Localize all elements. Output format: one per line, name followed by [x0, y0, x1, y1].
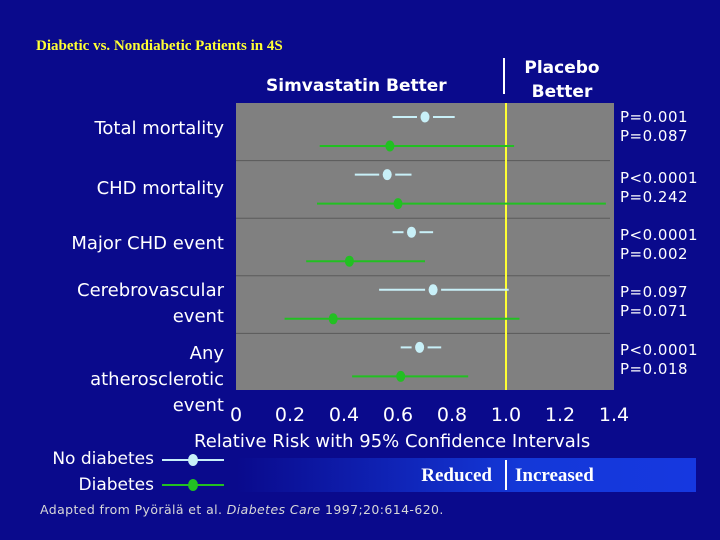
row-label-line: Any	[189, 343, 224, 364]
band-increased-label: Increased	[515, 465, 594, 486]
plot-area	[236, 103, 614, 390]
legend-no-diabetes-label: No diabetes	[52, 449, 154, 469]
p-values: P<0.0001 P=0.018	[620, 341, 698, 379]
row-label: Any atherosclerotic event	[90, 341, 224, 419]
favor-right-line-1: Placebo	[524, 58, 600, 78]
source-citation: Adapted from Pyörälä et al. Diabetes Car…	[40, 502, 444, 517]
source-suffix: 1997;20:614-620.	[320, 502, 444, 517]
x-tick-label: 0.6	[383, 404, 413, 426]
x-tick-label: 1.0	[491, 404, 521, 426]
legend-no-diabetes-marker	[188, 454, 198, 466]
p-value: P=0.097	[620, 283, 689, 301]
diabetes-2-point	[344, 255, 354, 267]
source-prefix: Adapted from Pyörälä et al.	[40, 502, 227, 517]
p-values: P<0.0001 P=0.002	[620, 226, 698, 264]
diabetes-4-point	[396, 370, 406, 382]
row-label-line: event	[172, 306, 224, 327]
x-tick-label: 0.2	[275, 404, 305, 426]
chart-title: Diabetic vs. Nondiabetic Patients in 4S	[36, 38, 283, 54]
p-value: P=0.018	[620, 360, 689, 378]
p-values: P=0.097 P=0.071	[620, 283, 688, 321]
legend-diabetes-label: Diabetes	[78, 475, 154, 495]
favor-left-label: Simvastatin Better	[266, 76, 447, 96]
x-tick-label: 0.8	[437, 404, 467, 426]
row-label: Major CHD event	[71, 231, 224, 257]
p-values: P<0.0001 P=0.242	[620, 169, 698, 207]
p-value: P=0.071	[620, 302, 689, 320]
favor-right-label: Placebo Better	[512, 56, 612, 104]
row-label: Total mortality	[94, 116, 224, 142]
p-value: P=0.242	[620, 188, 689, 206]
x-axis-label: Relative Risk with 95% Confidence Interv…	[194, 431, 591, 452]
row-label-line: Cerebrovascular	[77, 280, 224, 301]
row-label: CHD mortality	[97, 176, 224, 202]
x-tick-label: 0	[230, 404, 242, 426]
no-diabetes-2-point	[407, 226, 416, 238]
x-tick-label: 1.2	[545, 404, 575, 426]
row-label: Cerebrovascular event	[77, 278, 224, 330]
p-value: P=0.001	[620, 108, 689, 126]
p-values: P=0.001 P=0.087	[620, 108, 688, 146]
band-separator	[505, 460, 507, 490]
source-journal: Diabetes Care	[226, 502, 321, 517]
band-reduced-label: Reduced	[421, 465, 492, 486]
no-diabetes-0-point	[420, 111, 430, 123]
p-value: P<0.0001	[620, 169, 699, 187]
favor-divider	[503, 58, 505, 94]
diabetes-3-point	[328, 313, 338, 325]
favor-right-line-2: Better	[531, 82, 593, 102]
no-diabetes-1-point	[382, 169, 392, 181]
legend-diabetes-marker	[188, 479, 198, 491]
x-tick-label: 1.4	[599, 404, 629, 426]
diabetes-1-point	[393, 198, 403, 210]
p-value: P<0.0001	[620, 341, 699, 359]
no-diabetes-4-point	[415, 341, 425, 353]
row-label-line: Total mortality	[94, 118, 224, 139]
diabetes-0-point	[385, 140, 395, 152]
p-value: P=0.087	[620, 127, 689, 145]
row-label-line: event	[172, 395, 224, 416]
direction-band	[236, 458, 696, 492]
x-tick-label: 0.4	[329, 404, 359, 426]
p-value: P<0.0001	[620, 226, 699, 244]
no-diabetes-3-point	[428, 284, 438, 296]
row-label-line: CHD mortality	[96, 178, 224, 199]
p-value: P=0.002	[620, 245, 689, 263]
row-label-line: atherosclerotic	[90, 369, 224, 390]
row-label-line: Major CHD event	[71, 233, 224, 254]
